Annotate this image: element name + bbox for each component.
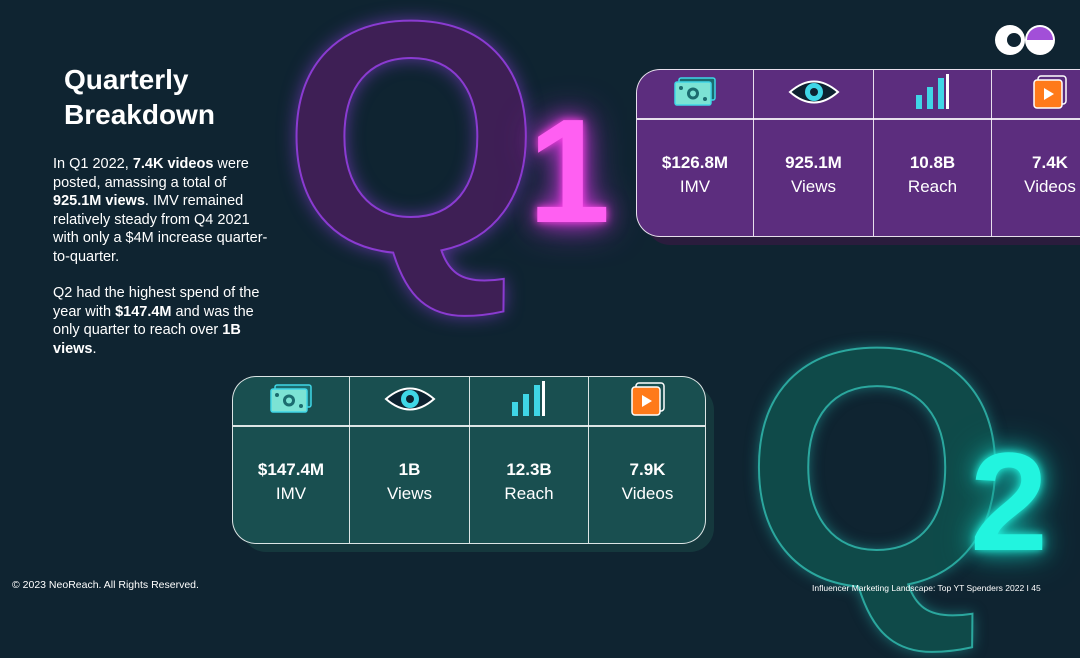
stat-label: Reach	[504, 484, 554, 503]
panel-divider	[637, 118, 1080, 120]
stat-value: 1B	[398, 460, 421, 479]
q1-stats-panel: $126.8M IMV 925.1M Views 10.8B Reach 7.4…	[636, 69, 1080, 237]
video-play-icon	[1032, 74, 1068, 114]
stat-label: Views	[790, 177, 837, 196]
video-play-icon	[630, 381, 666, 421]
q2-description: Q2 had the highest spend of the year wit…	[53, 285, 260, 357]
stat-value: 12.3B	[506, 460, 552, 479]
money-icon	[673, 76, 717, 112]
q2-stat-videos: 7.9K Videos	[589, 377, 705, 543]
q2-big-letter-q: Q	[744, 278, 1010, 658]
q2-big-number: 2	[970, 423, 1048, 580]
stat-value: 7.4K	[1032, 153, 1068, 172]
q1-stat-imv: $126.8M IMV	[637, 70, 754, 236]
stat-label: IMV	[679, 177, 711, 196]
page-title: Quarterly Breakdown	[64, 64, 215, 130]
stat-label: Reach	[907, 177, 958, 196]
footer-copyright: © 2023 NeoReach. All Rights Reserved.	[12, 579, 199, 591]
q1-stat-videos: 7.4K Videos	[992, 70, 1080, 236]
stat-value: $126.8M	[661, 153, 729, 172]
bar-chart-icon	[509, 380, 549, 423]
panel-divider	[233, 425, 705, 427]
money-icon	[269, 383, 313, 419]
stat-label: Views	[386, 484, 433, 503]
footer-report-title: Influencer Marketing Landscape: Top YT S…	[812, 583, 1041, 593]
stat-label: Videos	[1024, 177, 1076, 196]
bar-chart-icon	[913, 73, 953, 116]
q2-stat-imv: $147.4M IMV	[233, 377, 350, 543]
q1-stat-views: 925.1M Views	[754, 70, 874, 236]
q2-stats-panel: $147.4M IMV 1B Views 12.3B Reach 7.9K Vi…	[232, 376, 706, 544]
neoreach-logo	[995, 25, 1055, 55]
stat-value: 925.1M	[785, 153, 842, 172]
stat-value: 7.9K	[629, 460, 666, 479]
stat-label: IMV	[275, 484, 307, 503]
q1-stat-reach: 10.8B Reach	[874, 70, 992, 236]
eye-icon	[383, 384, 436, 419]
q1-description: In Q1 2022, 7.4K videos were posted, ama…	[53, 156, 268, 265]
stat-label: Videos	[621, 484, 674, 503]
stat-value: 10.8B	[909, 153, 956, 172]
q1-big-letter-q: Q	[282, 0, 541, 321]
q2-stat-views: 1B Views	[350, 377, 470, 543]
eye-icon	[787, 77, 840, 112]
stat-value: $147.4M	[257, 460, 325, 479]
q2-stat-reach: 12.3B Reach	[470, 377, 589, 543]
q1-big-number: 1	[528, 89, 611, 254]
